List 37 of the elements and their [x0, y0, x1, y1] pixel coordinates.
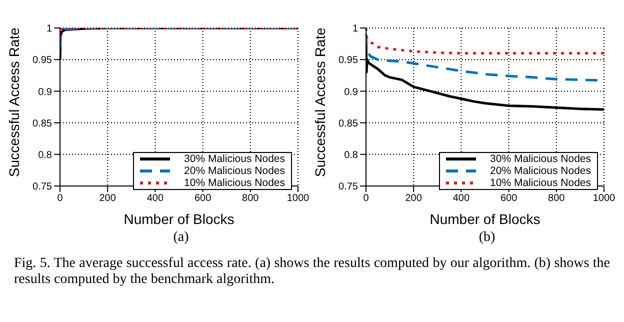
x-tick-label: 400 — [452, 193, 470, 204]
legend-label: 20% Malicious Nodes — [184, 165, 285, 177]
y-tick-label: 0.75 — [32, 182, 52, 193]
x-tick-label: 0 — [363, 193, 370, 204]
y-tick-label: 0.95 — [338, 55, 358, 66]
y-tick-label: 1 — [46, 24, 52, 35]
x-tick-label: 800 — [548, 193, 566, 204]
legend-label: 10% Malicious Nodes — [184, 177, 285, 189]
y-tick-label: 0.75 — [338, 182, 358, 193]
x-tick-label: 400 — [146, 193, 164, 204]
x-tick-label: 800 — [242, 193, 260, 204]
x-tick-label: 1000 — [592, 193, 616, 204]
caption: Fig. 5. The average successful access rate. (a) shows the results computed by our algorithm. (b) shows the results computed by the benchmark algorithm. — [13, 256, 611, 288]
x-axis-title: Number of Blocks — [430, 211, 540, 227]
text: (b) — [478, 230, 496, 246]
y-tick-label: 0.95 — [32, 55, 52, 66]
y-tick-label: 0.9 — [344, 86, 358, 98]
text: (a) — [172, 230, 190, 246]
x-tick-label: 200 — [405, 193, 422, 204]
legend-label: 20% Malicious Nodes — [490, 165, 591, 177]
x-axis-title: Number of Blocks — [124, 211, 234, 227]
y-tick-label: 0.8 — [38, 150, 52, 161]
y-tick-label: 0.9 — [38, 86, 52, 98]
x-tick-label: 0 — [57, 193, 64, 204]
y-axis-title: Successful Access Rate — [6, 27, 22, 177]
legend-label: 30% Malicious Nodes — [184, 153, 285, 165]
legend-label: 10% Malicious Nodes — [490, 177, 591, 189]
legend-label: 30% Malicious Nodes — [490, 153, 591, 165]
x-tick-label: 600 — [500, 193, 518, 204]
y-tick-label: 1 — [352, 24, 358, 35]
x-tick-label: 200 — [99, 193, 116, 204]
y-tick-label: 0.8 — [344, 150, 358, 161]
y-tick-label: 0.85 — [338, 118, 358, 130]
x-tick-label: 600 — [194, 193, 212, 204]
y-axis-title: Successful Access Rate — [312, 27, 328, 177]
y-tick-label: 0.85 — [32, 118, 52, 130]
x-tick-label: 1000 — [286, 193, 310, 204]
